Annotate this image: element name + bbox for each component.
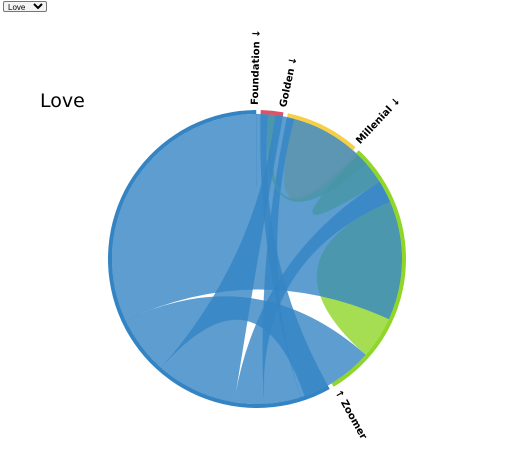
ribbon-zoomer-zoomer[interactable] (111, 113, 403, 321)
group-arc-millenial[interactable] (331, 150, 406, 387)
group-arc-golden[interactable] (287, 113, 356, 151)
topic-select[interactable]: Love (3, 1, 47, 12)
group-arc-layer (107, 110, 406, 408)
group-label-zoomer: ↑ Zoomer (332, 388, 368, 441)
chart-title: Love (40, 90, 85, 112)
group-label-foundation: Foundation ↓ (250, 29, 263, 105)
group-label-millenial: Millenial ↓ (354, 96, 403, 147)
group-label-golden: Golden ↓ (278, 56, 299, 109)
group-arc-foundation[interactable] (260, 110, 284, 117)
ribbon-layer (111, 113, 403, 405)
ribbon-zoomer-millenial[interactable] (125, 296, 367, 397)
